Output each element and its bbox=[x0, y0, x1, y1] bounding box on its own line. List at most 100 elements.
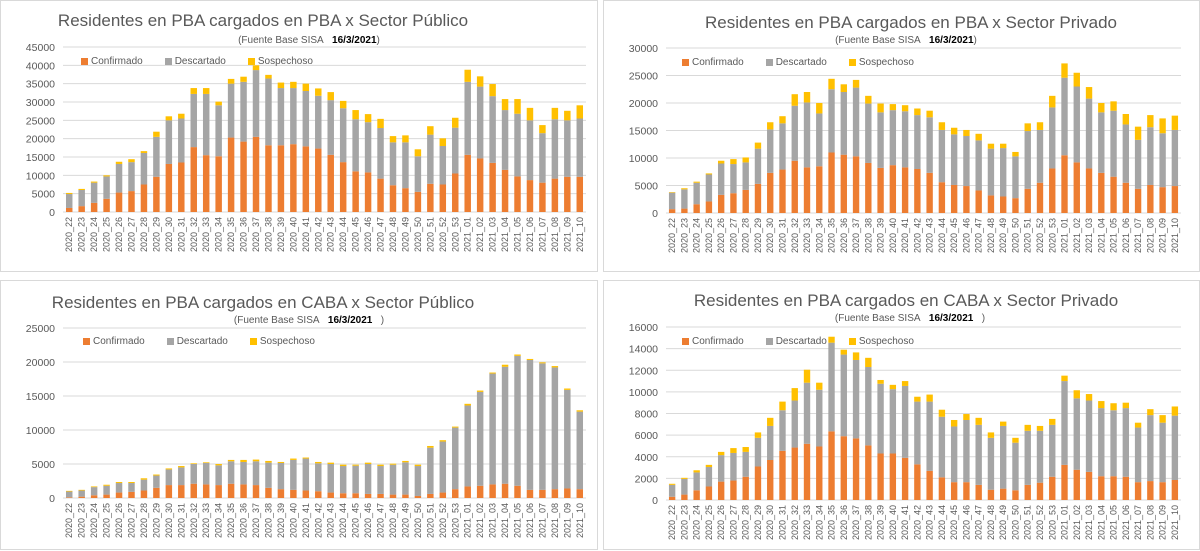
x-tick-label: 2020_32 bbox=[790, 505, 800, 540]
x-tick-label: 2020_48 bbox=[388, 503, 398, 538]
bar-confirmado bbox=[539, 182, 546, 212]
x-tick-label: 2020_49 bbox=[998, 218, 1008, 253]
bar-descartado bbox=[1171, 129, 1179, 187]
bar-confirmado bbox=[501, 483, 509, 498]
x-tick-label: 2020_35 bbox=[226, 503, 236, 538]
bar-descartado bbox=[1110, 410, 1117, 477]
bar-confirmado bbox=[364, 493, 372, 498]
bar-descartado bbox=[987, 148, 995, 196]
bar-descartado bbox=[364, 122, 372, 173]
bar-confirmado bbox=[377, 178, 384, 212]
bar-descartado bbox=[252, 70, 260, 137]
bar-descartado bbox=[852, 359, 860, 439]
bar-descartado bbox=[476, 391, 484, 486]
bar-descartado bbox=[1171, 415, 1179, 480]
subtitle-source: (Fuente Base SISA bbox=[233, 315, 320, 326]
chart-title: Residentes en PBA cargados en PBA x Sect… bbox=[704, 13, 1118, 32]
bar-confirmado bbox=[1159, 187, 1166, 213]
bar-confirmado bbox=[963, 186, 970, 213]
x-tick-label: 2020_47 bbox=[974, 505, 984, 540]
y-tick-label: 8000 bbox=[635, 409, 659, 421]
legend-label: Confirmado bbox=[692, 57, 744, 68]
x-tick-label: 2020_29 bbox=[753, 505, 763, 540]
bar-descartado bbox=[901, 385, 909, 458]
bar-sospechoso bbox=[877, 103, 884, 113]
y-tick-label: 0 bbox=[652, 495, 658, 507]
bar-sospechoso bbox=[489, 372, 496, 374]
y-tick-label: 4000 bbox=[635, 452, 659, 464]
bar-descartado bbox=[1122, 408, 1130, 477]
bar-sospechoso bbox=[963, 414, 970, 420]
x-tick-label: 2020_51 bbox=[1023, 505, 1033, 540]
bar-sospechoso bbox=[767, 122, 774, 130]
bar-descartado bbox=[103, 176, 110, 199]
bar-descartado bbox=[526, 359, 534, 490]
bar-descartado bbox=[1049, 424, 1056, 477]
bar-confirmado bbox=[551, 489, 559, 498]
bar-descartado bbox=[202, 462, 210, 485]
bar-confirmado bbox=[889, 165, 897, 213]
bar-sospechoso bbox=[352, 110, 359, 120]
bar-sospechoso bbox=[90, 486, 98, 488]
bar-sospechoso bbox=[803, 92, 811, 103]
bar-sospechoso bbox=[215, 101, 222, 106]
chart-subtitle: (Fuente Base SISA 16/3/2021 ) bbox=[234, 315, 384, 326]
bar-sospechoso bbox=[290, 458, 297, 460]
bar-sospechoso bbox=[865, 357, 872, 368]
bar-sospechoso bbox=[65, 192, 73, 195]
bar-descartado bbox=[1061, 77, 1068, 156]
bar-descartado bbox=[1159, 422, 1166, 483]
bar-confirmado bbox=[252, 136, 260, 212]
bar-sospechoso bbox=[840, 349, 847, 355]
bar-confirmado bbox=[514, 485, 521, 498]
bar-sospechoso bbox=[1085, 87, 1093, 99]
bar-confirmado bbox=[681, 208, 688, 213]
bar-sospechoso bbox=[240, 76, 247, 82]
x-tick-label: 2021_04 bbox=[1096, 218, 1106, 253]
bar-confirmado bbox=[265, 145, 272, 212]
bar-descartado bbox=[564, 389, 571, 489]
bar-descartado bbox=[730, 452, 737, 481]
bar-descartado bbox=[803, 382, 811, 444]
bar-descartado bbox=[178, 118, 185, 163]
bar-descartado bbox=[1024, 430, 1031, 485]
x-tick-label: 2020_36 bbox=[839, 505, 849, 540]
bar-descartado bbox=[1073, 86, 1080, 163]
bar-confirmado bbox=[1134, 482, 1142, 500]
bar-descartado bbox=[1147, 127, 1154, 185]
bar-sospechoso bbox=[926, 110, 933, 118]
bar-descartado bbox=[889, 389, 897, 454]
bar-confirmado bbox=[526, 489, 534, 498]
bar-sospechoso bbox=[576, 410, 584, 412]
x-tick-label: 2021_02 bbox=[475, 503, 485, 538]
bar-confirmado bbox=[364, 172, 372, 212]
bar-sospechoso bbox=[277, 82, 285, 89]
bar-descartado bbox=[439, 146, 447, 185]
y-tick-label: 40000 bbox=[26, 60, 55, 72]
bar-descartado bbox=[489, 96, 496, 163]
bar-descartado bbox=[377, 128, 384, 179]
bar-descartado bbox=[1061, 381, 1068, 465]
bar-confirmado bbox=[1024, 484, 1031, 500]
bar-sospechoso bbox=[1036, 122, 1044, 130]
x-tick-label: 2020_30 bbox=[164, 503, 174, 538]
bar-descartado bbox=[389, 464, 397, 495]
bar-confirmado bbox=[576, 489, 584, 498]
bar-descartado bbox=[914, 115, 921, 169]
bar-confirmado bbox=[551, 178, 559, 212]
y-tick-label: 0 bbox=[49, 207, 55, 219]
bar-confirmado bbox=[65, 207, 73, 212]
bar-confirmado bbox=[754, 183, 762, 213]
bar-confirmado bbox=[816, 166, 823, 213]
bar-confirmado bbox=[103, 494, 110, 498]
x-tick-label: 2021_06 bbox=[525, 217, 535, 252]
bar-confirmado bbox=[950, 184, 958, 213]
x-tick-label: 2020_35 bbox=[827, 505, 837, 540]
bar-descartado bbox=[681, 189, 688, 209]
y-tick-label: 6000 bbox=[635, 430, 659, 442]
bar-confirmado bbox=[227, 137, 235, 212]
bar-descartado bbox=[215, 465, 222, 486]
bar-confirmado bbox=[140, 490, 148, 498]
bar-confirmado bbox=[1159, 482, 1166, 500]
y-tick-label: 16000 bbox=[629, 322, 658, 334]
